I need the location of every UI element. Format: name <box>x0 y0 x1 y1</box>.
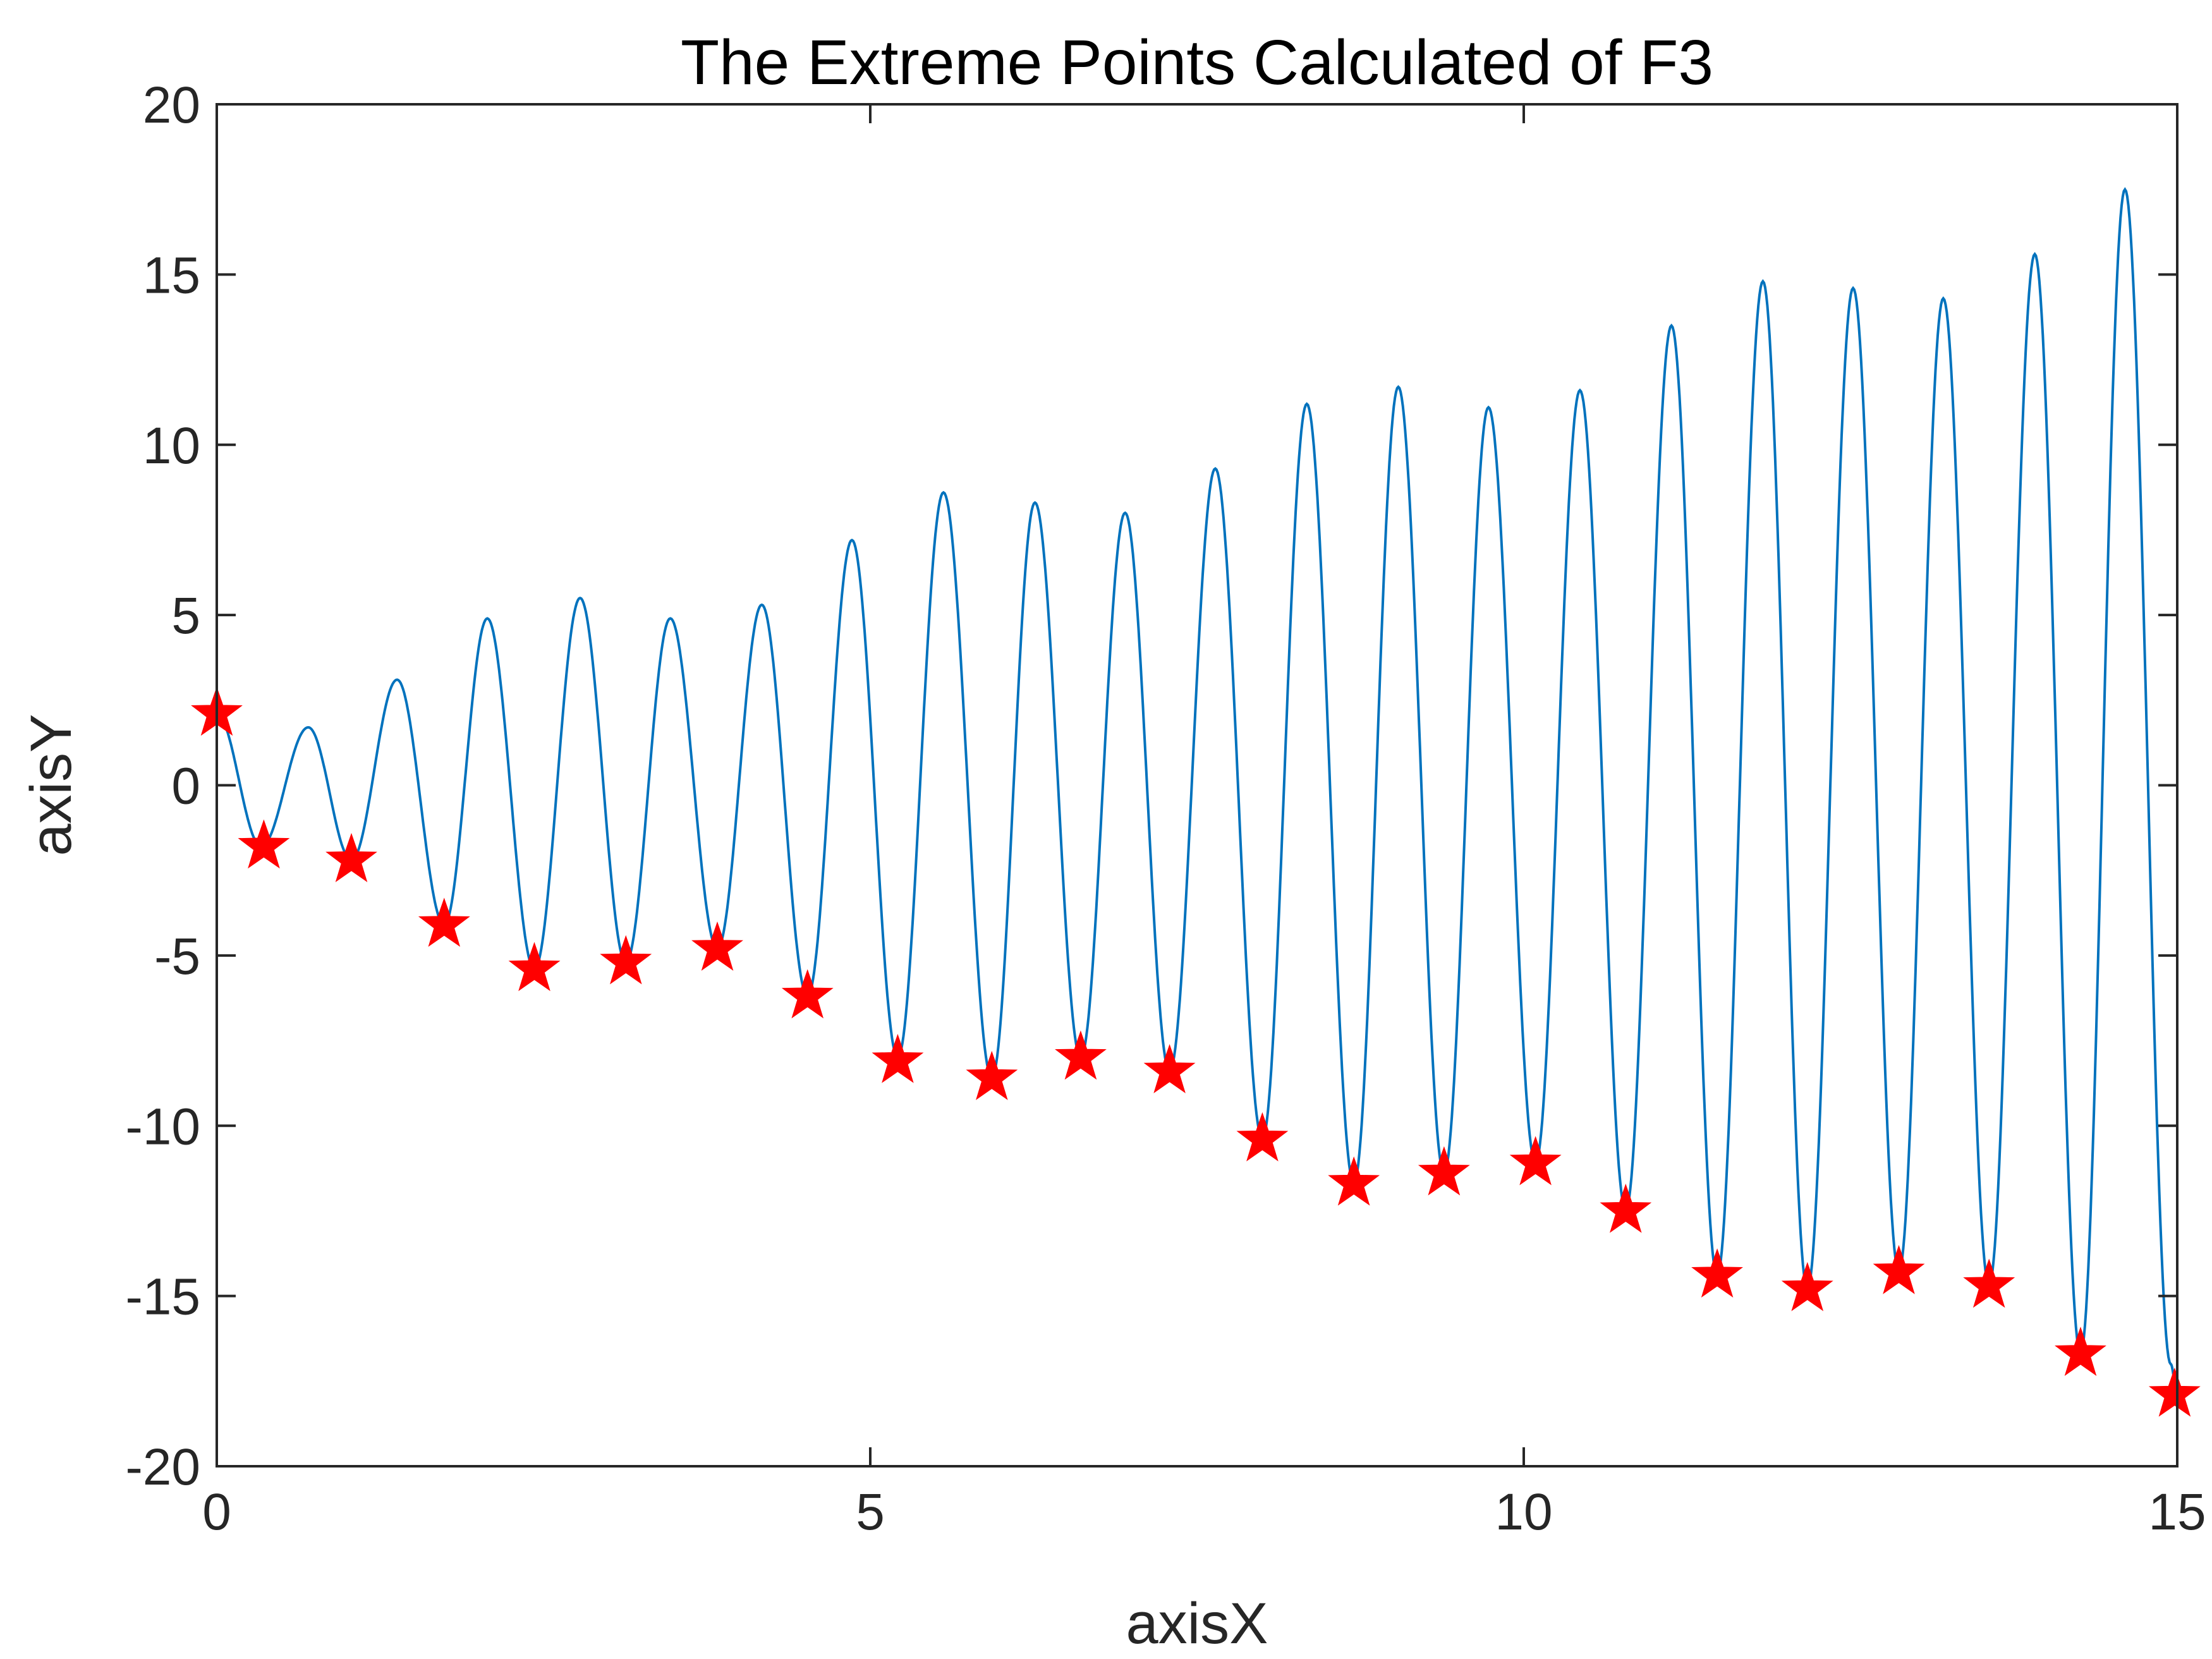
chart-title: The Extreme Points Calculated of F3 <box>681 27 1713 98</box>
marker-layer <box>191 686 2201 1417</box>
y-axis-label: axisY <box>19 714 83 856</box>
extreme-point-marker <box>1963 1258 2015 1308</box>
plot-area-background <box>217 104 2177 1466</box>
extreme-point-marker <box>1418 1146 1470 1196</box>
extreme-point-marker <box>1691 1248 1744 1298</box>
y-tick-label: -15 <box>125 1268 200 1326</box>
y-tick-label: -20 <box>125 1438 200 1496</box>
extreme-point-marker <box>508 942 561 992</box>
extreme-point-marker <box>1236 1112 1289 1162</box>
y-tick-label: 5 <box>171 587 200 645</box>
extreme-point-marker <box>1509 1136 1562 1186</box>
extreme-point-marker <box>1600 1183 1652 1233</box>
y-axis: 20 15 10 5 0 -5 -10 -15 -20 <box>125 76 2177 1496</box>
x-axis: 0 5 10 15 <box>202 104 2206 1541</box>
extreme-point-marker <box>872 1033 924 1083</box>
extreme-point-marker <box>1781 1261 1833 1311</box>
extreme-point-marker <box>2054 1327 2106 1376</box>
y-tick-label: 10 <box>143 417 200 475</box>
extreme-point-marker <box>418 897 470 947</box>
extreme-point-marker <box>600 935 652 985</box>
extreme-point-marker <box>1054 1030 1107 1080</box>
x-tick-label: 5 <box>856 1483 885 1541</box>
extreme-point-marker <box>238 819 290 869</box>
x-tick-label: 15 <box>2148 1483 2206 1541</box>
extreme-point-marker <box>966 1050 1018 1100</box>
y-tick-label: 0 <box>171 758 200 815</box>
extreme-point-marker <box>2148 1367 2201 1417</box>
extreme-point-marker <box>691 921 744 971</box>
extreme-point-marker <box>1328 1156 1380 1206</box>
x-tick-label: 0 <box>202 1483 231 1541</box>
y-tick-label: -5 <box>154 928 200 985</box>
x-tick-label: 10 <box>1495 1483 1552 1541</box>
extreme-point-marker <box>1143 1044 1196 1093</box>
x-axis-label: axisX <box>1126 1591 1268 1656</box>
y-tick-label: 20 <box>143 76 200 134</box>
curve-layer <box>216 186 2179 1396</box>
y-tick-label: 15 <box>143 246 200 304</box>
extreme-point-marker <box>325 832 377 882</box>
y-tick-label: -10 <box>125 1098 200 1155</box>
extreme-point-marker <box>1873 1244 1925 1294</box>
extreme-point-marker <box>781 969 834 1019</box>
series-line <box>216 186 2179 1396</box>
